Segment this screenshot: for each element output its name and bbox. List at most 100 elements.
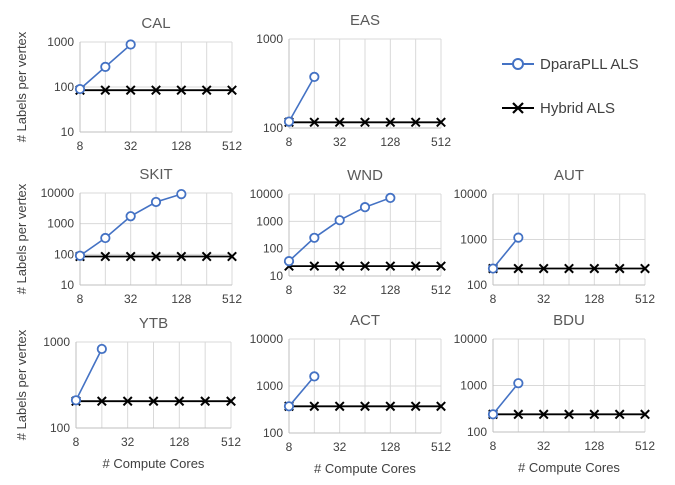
chart-title: AUT: [554, 167, 584, 184]
data-point-hybrid: [436, 117, 446, 128]
y-tick-label: 100: [263, 121, 283, 135]
chart-eas: 100 1000 8 32 128 512 EAS: [256, 12, 451, 149]
chart-panels: 10 100 1000 8 32 128 512 CAL # Labels per vertex…: [14, 12, 655, 476]
data-point-dpara: [487, 263, 499, 274]
x-tick-label: 8: [286, 135, 293, 149]
x-tick-label: 32: [333, 135, 347, 149]
y-tick-label: 10: [270, 269, 284, 283]
data-point-hybrid: [564, 263, 574, 274]
data-point-hybrid: [176, 251, 187, 262]
y-tick-label: 10: [61, 125, 75, 139]
data-point-dpara: [70, 395, 82, 406]
x-tick-label: 512: [431, 283, 451, 297]
x-tick-label: 32: [121, 435, 135, 449]
y-tick-label: 1000: [460, 233, 487, 247]
x-tick-label: 8: [73, 435, 80, 449]
data-point-hybrid: [385, 401, 396, 412]
data-point-hybrid: [513, 409, 524, 420]
data-point-dpara: [385, 192, 396, 203]
chart-bdu: 100 1000 10000 8 32 128 512 BDU # Compute Cores: [454, 312, 656, 475]
x-tick-label: 128: [380, 283, 400, 297]
data-point-hybrid: [589, 409, 600, 420]
data-point-hybrid: [309, 117, 320, 128]
chart-title: ACT: [350, 312, 380, 329]
series-line-dpara: [288, 76, 315, 122]
chart-wnd: 10 100 1000 10000 8 32 128 512 WND: [250, 167, 452, 297]
data-point-hybrid: [360, 401, 370, 412]
x-tick-label: 128: [380, 440, 400, 454]
y-tick-label: 1000: [47, 35, 74, 49]
data-point-dpara: [513, 378, 524, 389]
y-tick-label: 1000: [256, 214, 283, 228]
data-point-hybrid: [538, 409, 549, 420]
y-tick-label: 10000: [454, 332, 488, 346]
x-tick-label: 8: [490, 439, 497, 453]
legend-hybrid-marker: [512, 102, 524, 114]
data-point-dpara: [176, 189, 187, 200]
series-line-dpara: [492, 237, 519, 270]
x-tick-label: 512: [221, 435, 241, 449]
y-tick-label: 10: [61, 278, 75, 292]
chart-title: WND: [347, 167, 383, 184]
chart-aut: 100 1000 10000 8 32 128 512 AUT: [454, 167, 656, 306]
data-point-hybrid: [410, 401, 421, 412]
data-point-hybrid: [176, 85, 187, 96]
data-point-hybrid: [200, 396, 211, 407]
x-tick-label: 128: [171, 292, 191, 306]
y-tick-label: 10000: [454, 187, 488, 201]
data-point-hybrid: [360, 261, 370, 272]
data-point-hybrid: [151, 251, 161, 262]
x-tick-label: 512: [635, 292, 655, 306]
data-point-hybrid: [538, 263, 549, 274]
data-point-hybrid: [100, 251, 111, 262]
data-point-hybrid: [640, 409, 650, 420]
data-point-hybrid: [309, 261, 320, 272]
y-tick-label: 1000: [256, 379, 283, 393]
data-point-dpara: [125, 211, 136, 222]
y-tick-label: 10000: [41, 186, 75, 200]
data-point-hybrid: [614, 409, 625, 420]
y-tick-label: 1000: [47, 217, 74, 231]
data-point-hybrid: [564, 409, 574, 420]
data-point-hybrid: [125, 85, 136, 96]
series-line-dpara: [75, 348, 103, 401]
data-point-dpara: [487, 409, 499, 420]
chart-title: CAL: [141, 15, 170, 32]
chart-title: EAS: [350, 12, 380, 29]
data-point-dpara: [74, 83, 86, 95]
data-point-hybrid: [201, 85, 212, 96]
data-point-hybrid: [436, 401, 446, 412]
data-point-dpara: [96, 343, 107, 355]
legend: DparaPLL ALS Hybrid ALS: [502, 56, 639, 117]
data-point-hybrid: [309, 401, 320, 412]
y-axis-label: # Labels per vertex: [14, 183, 29, 294]
y-tick-label: 100: [467, 278, 487, 292]
data-point-hybrid: [148, 396, 159, 407]
x-tick-label: 128: [169, 435, 189, 449]
x-axis-label: # Compute Cores: [314, 461, 416, 476]
chart-cal: 10 100 1000 8 32 128 512 CAL # Labels per vertex: [14, 15, 242, 153]
series-line-dpara: [492, 382, 519, 415]
y-tick-label: 100: [263, 242, 283, 256]
legend-dpara-marker: [512, 58, 524, 70]
data-point-hybrid: [122, 396, 133, 407]
y-tick-label: 1000: [43, 335, 70, 349]
data-point-dpara: [100, 232, 111, 244]
data-point-hybrid: [385, 117, 396, 128]
data-point-hybrid: [385, 261, 396, 272]
data-point-hybrid: [174, 396, 185, 407]
legend-dpara-label: DparaPLL ALS: [540, 56, 639, 73]
chart-act: 100 1000 10000 8 32 128 512 ACT # Compute Cores: [250, 312, 452, 476]
x-axis-label: # Compute Cores: [518, 460, 620, 475]
chart-ytb: 100 1000 8 32 128 512 YTB # Labels per vertex # …: [14, 315, 241, 471]
data-point-dpara: [283, 256, 295, 267]
data-point-hybrid: [96, 396, 107, 407]
data-point-hybrid: [226, 396, 236, 407]
data-point-dpara: [283, 116, 295, 127]
data-point-dpara: [150, 196, 162, 208]
data-point-hybrid: [410, 117, 421, 128]
x-tick-label: 32: [537, 439, 551, 453]
x-tick-label: 8: [77, 292, 84, 306]
y-tick-label: 10000: [250, 332, 284, 346]
data-point-hybrid: [334, 117, 345, 128]
